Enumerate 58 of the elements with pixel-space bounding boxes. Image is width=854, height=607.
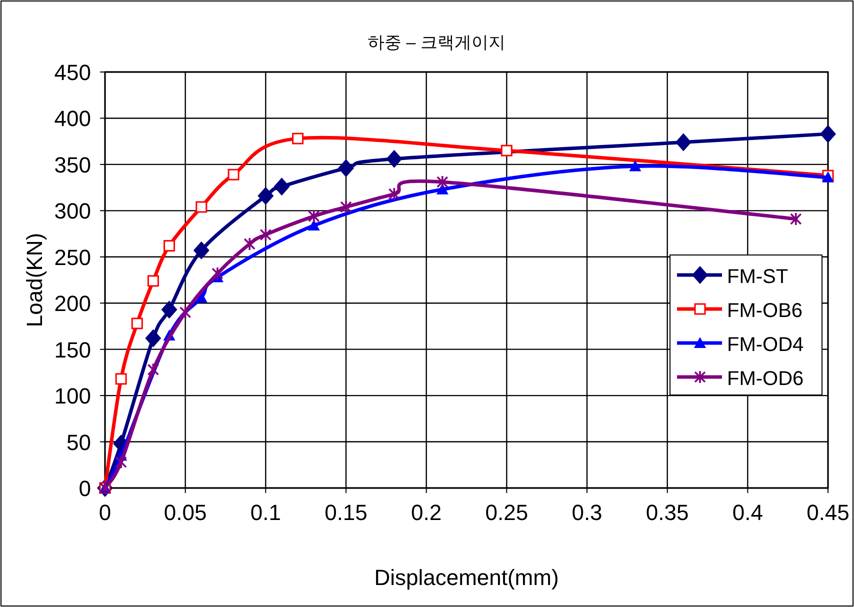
y-tick-label: 450 bbox=[54, 60, 91, 85]
x-tick-label: 0 bbox=[98, 500, 112, 525]
point bbox=[675, 133, 692, 152]
point bbox=[820, 124, 836, 143]
point bbox=[131, 318, 143, 330]
point bbox=[161, 300, 178, 319]
legend-label: FM-OD4 bbox=[727, 334, 804, 356]
point bbox=[193, 241, 210, 260]
point bbox=[260, 228, 272, 242]
y-tick-label: 200 bbox=[54, 291, 91, 316]
point bbox=[386, 150, 402, 168]
point bbox=[115, 373, 127, 385]
point bbox=[179, 305, 192, 320]
x-tick-label: 0.15 bbox=[324, 500, 368, 525]
point bbox=[292, 132, 304, 144]
x-tick-label: 0.45 bbox=[806, 500, 850, 525]
x-tick-label: 0.1 bbox=[250, 500, 281, 525]
point bbox=[388, 187, 400, 201]
y-tick-label: 400 bbox=[54, 106, 91, 132]
point bbox=[212, 266, 224, 280]
point bbox=[196, 201, 208, 213]
point bbox=[790, 212, 802, 226]
y-tick-label: 100 bbox=[54, 384, 91, 409]
legend-label: FM-OB6 bbox=[727, 300, 803, 322]
y-tick-label: 0 bbox=[78, 476, 91, 501]
y-tick-label: 250 bbox=[54, 244, 91, 270]
point bbox=[164, 240, 176, 252]
legend-label: FM-ST bbox=[727, 266, 788, 288]
point bbox=[258, 186, 274, 205]
point bbox=[308, 219, 320, 230]
point bbox=[228, 168, 240, 180]
x-tick-label: 0.35 bbox=[646, 500, 689, 525]
point bbox=[195, 292, 208, 303]
y-tick-label: 150 bbox=[54, 337, 91, 362]
point bbox=[244, 237, 256, 251]
point bbox=[629, 160, 642, 172]
point bbox=[436, 175, 448, 189]
y-axis-title: Load(KN) bbox=[22, 232, 47, 328]
legend-label: FM-OD6 bbox=[727, 368, 804, 390]
x-tick-label: 0.2 bbox=[411, 500, 442, 525]
x-tick-label: 0.4 bbox=[732, 500, 763, 525]
x-axis-title: Displacement(mm) bbox=[374, 565, 559, 590]
point bbox=[340, 200, 352, 214]
chart-title: 하중 – 크랙게이지 bbox=[368, 33, 506, 52]
point bbox=[308, 209, 320, 224]
point bbox=[147, 362, 160, 377]
x-tick-label: 0.25 bbox=[485, 500, 528, 525]
x-tick-label: 0.3 bbox=[572, 500, 602, 525]
point bbox=[338, 159, 354, 178]
point bbox=[147, 275, 159, 287]
y-tick-label: 300 bbox=[54, 198, 91, 224]
x-tick-label: 0.05 bbox=[164, 500, 207, 525]
point bbox=[274, 178, 290, 196]
point bbox=[115, 455, 127, 470]
y-tick-label: 350 bbox=[54, 152, 91, 178]
y-tick-label: 50 bbox=[66, 430, 91, 455]
point bbox=[500, 144, 512, 156]
point bbox=[145, 329, 162, 348]
